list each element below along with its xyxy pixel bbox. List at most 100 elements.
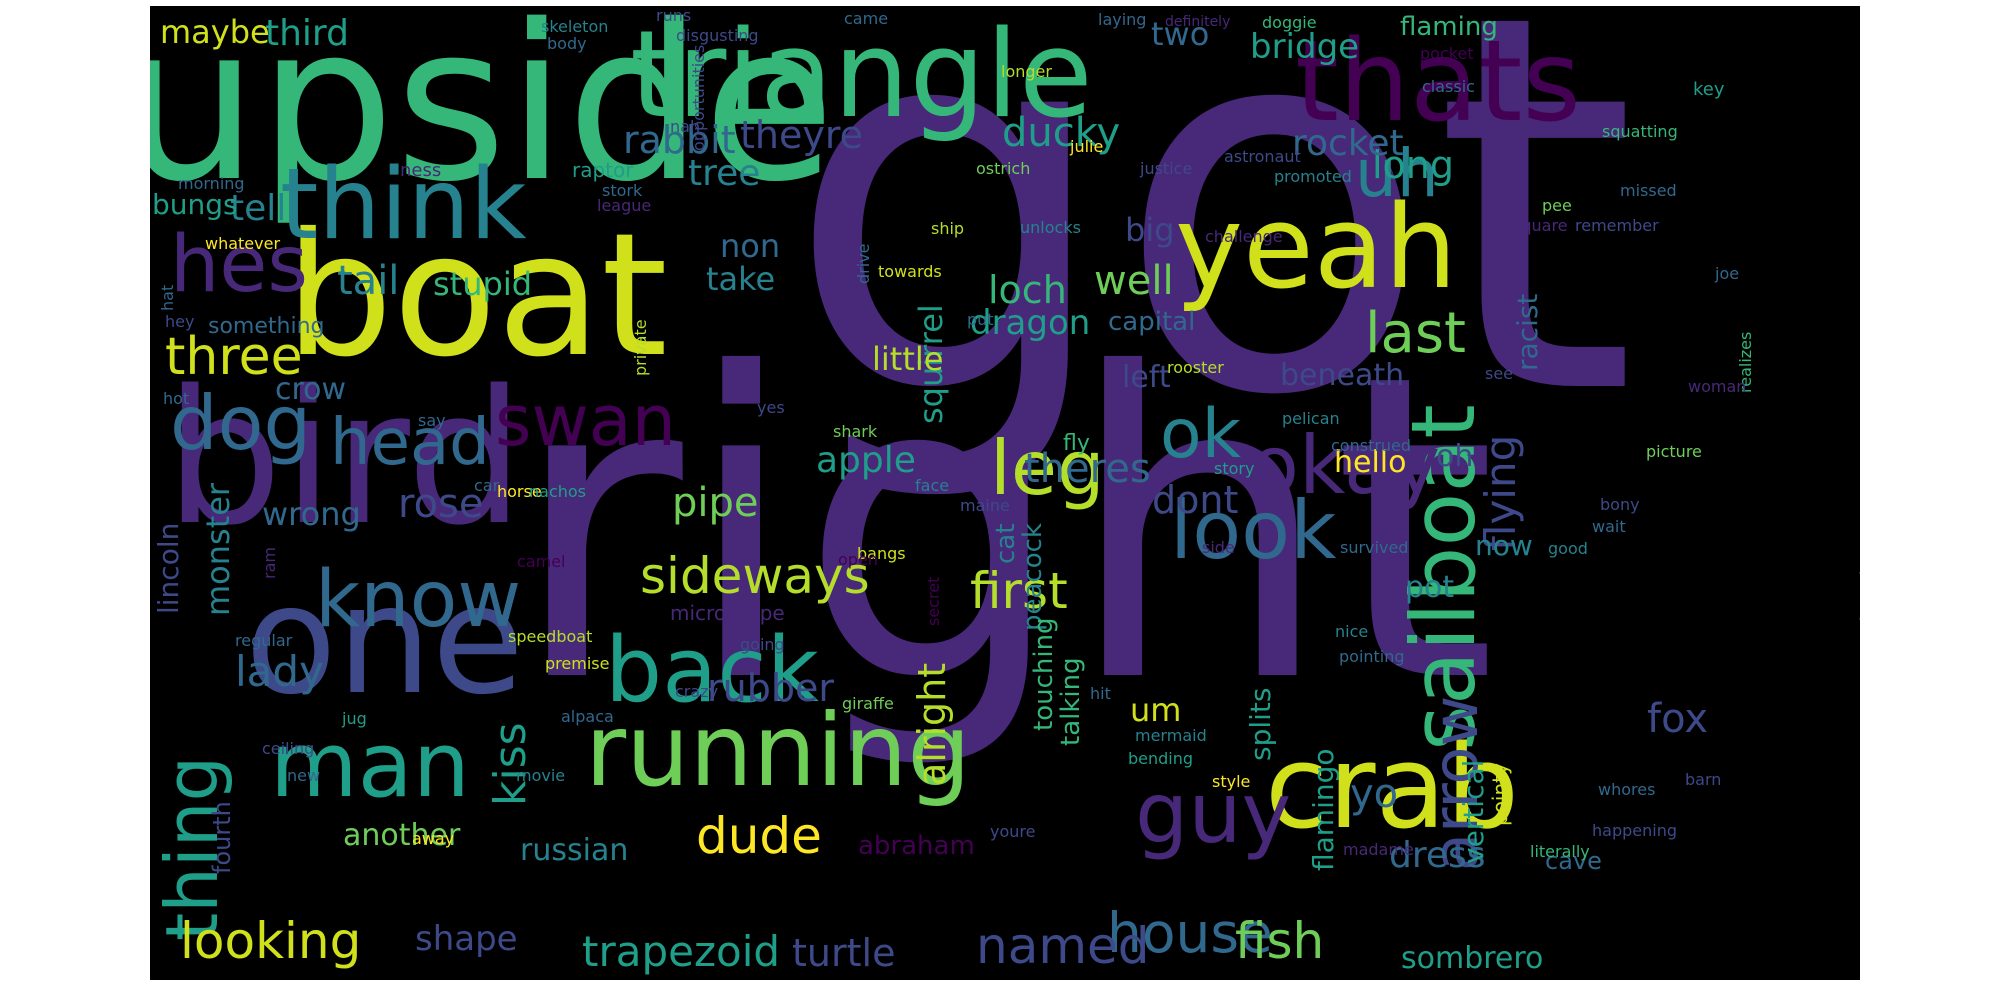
word: whores [1598, 780, 1656, 799]
word: bridge [1250, 27, 1360, 67]
word: man [270, 713, 470, 818]
word: hit [1090, 684, 1111, 703]
word: open [838, 550, 878, 569]
word: wrong [262, 495, 361, 533]
word: bungs [152, 188, 238, 221]
word: three [165, 327, 303, 387]
word: away [412, 829, 455, 848]
word: justice [1140, 159, 1193, 178]
word: non [720, 227, 781, 265]
word: regular [235, 631, 293, 650]
word: maybe [160, 13, 270, 51]
word: left [1122, 360, 1171, 395]
word: russian [520, 833, 629, 868]
word: turtle [792, 931, 896, 975]
word: pocket [1420, 44, 1474, 63]
word: something [208, 314, 325, 339]
word: woman [1688, 377, 1747, 396]
word: splits [1244, 687, 1277, 762]
word: wait [1592, 517, 1626, 536]
word: teapot [1856, 568, 1860, 621]
word: hat [158, 284, 177, 311]
word: ok [1160, 395, 1241, 474]
word: maine [960, 496, 1010, 515]
word: well [1094, 258, 1174, 304]
word: flaming [1400, 12, 1498, 42]
word: fourth [208, 801, 236, 874]
word: dude [696, 807, 822, 865]
word: abraham [858, 831, 975, 861]
word: know [315, 555, 522, 645]
word: hot [163, 389, 190, 408]
word: drive [854, 243, 873, 285]
word: house [1107, 901, 1273, 965]
word: construed [1331, 436, 1412, 455]
word: survived [1340, 538, 1409, 557]
word: remember [1575, 216, 1659, 235]
word: stork [602, 181, 643, 200]
word: running [585, 692, 971, 809]
word: big [1125, 211, 1175, 249]
word: racist [1511, 293, 1544, 371]
word: uh [1355, 135, 1439, 212]
word: joe [1715, 264, 1740, 283]
word: movie [516, 766, 566, 785]
word: disgusting [676, 26, 759, 45]
word: morning [178, 174, 245, 193]
word: right [510, 286, 1497, 775]
word: raptor [572, 158, 634, 182]
word: looking [180, 912, 362, 970]
word: picture [1646, 442, 1702, 461]
word: longer [1001, 62, 1052, 81]
word: challenge [1205, 227, 1283, 246]
word: capital [1108, 307, 1196, 337]
word: nice [1335, 622, 1369, 641]
word: see [1485, 364, 1514, 383]
word: third [265, 13, 349, 54]
word: cat [991, 523, 1021, 564]
word: flamingo [1307, 748, 1340, 872]
word: literally [1530, 842, 1590, 861]
word: little [872, 340, 944, 378]
word: new [287, 766, 321, 785]
word: vertical [1457, 759, 1490, 864]
word: monster [199, 482, 237, 616]
word: ducky [1002, 110, 1121, 156]
word: youre [990, 822, 1036, 841]
word: missed [1620, 181, 1677, 200]
word: rabbit [623, 118, 736, 162]
word: oh [1436, 439, 1474, 474]
word: premise [545, 654, 610, 673]
word: apple [816, 440, 916, 481]
word: um [1130, 691, 1182, 729]
word: rocket [1292, 123, 1404, 164]
word: sideways [640, 547, 870, 605]
word: last [1365, 301, 1467, 366]
word: trapezoid [582, 927, 781, 976]
word: thats [1295, 17, 1581, 147]
word: think [280, 148, 527, 262]
word: boat [285, 197, 668, 395]
word: opportunities [689, 44, 708, 151]
word: pipe [672, 480, 759, 526]
word: rooster [1167, 358, 1224, 377]
word: sombrero [1401, 941, 1544, 976]
word: beneath [1280, 358, 1405, 393]
word: horse [497, 482, 542, 501]
word: league [597, 196, 652, 215]
word: microscope [670, 601, 785, 625]
word: alpaca [561, 707, 614, 726]
word: bird [165, 350, 525, 566]
word: ship [931, 219, 965, 238]
word: story [1214, 459, 1255, 478]
word: long [1372, 143, 1455, 187]
word: madame [1343, 840, 1414, 859]
word: camel [517, 552, 566, 571]
word: squatting [1602, 122, 1678, 141]
word: alright [910, 662, 954, 786]
word: kiss [485, 722, 536, 806]
word: jug [342, 709, 367, 728]
word: crab [1265, 721, 1519, 855]
word: good [1548, 539, 1588, 558]
word: face [915, 476, 950, 495]
